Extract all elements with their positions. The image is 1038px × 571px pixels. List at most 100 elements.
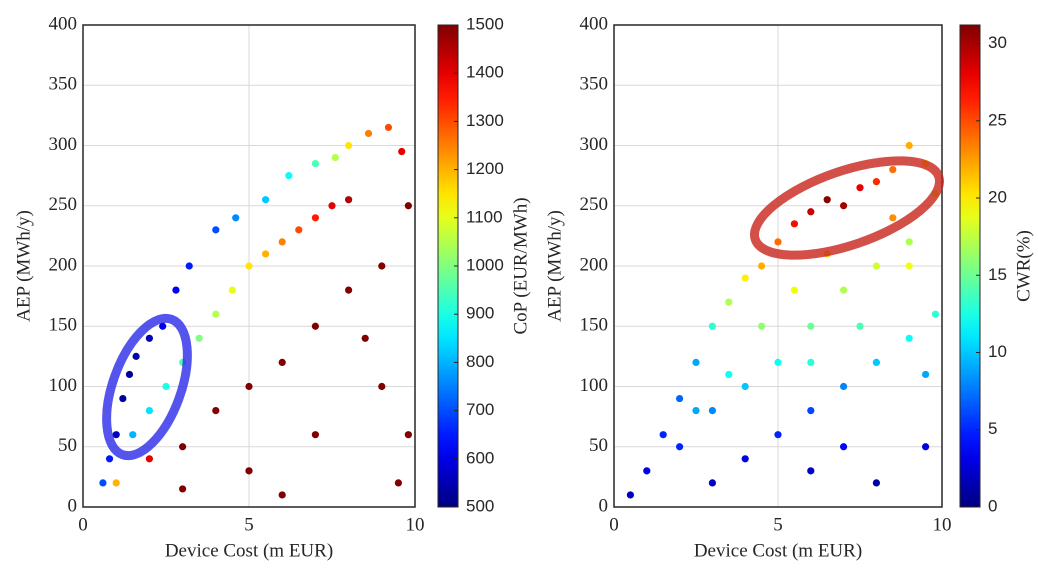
point xyxy=(145,407,153,415)
point xyxy=(228,286,236,294)
point xyxy=(931,310,940,318)
colorbar-tick-label: 600 xyxy=(466,448,494,467)
point xyxy=(331,153,339,162)
colorbar-tick-label: 5 xyxy=(988,419,997,438)
point xyxy=(840,382,848,391)
y-tick-label: 200 xyxy=(49,254,78,275)
point xyxy=(262,196,270,204)
axes-frame xyxy=(613,24,943,508)
point xyxy=(398,147,406,156)
point xyxy=(692,358,700,366)
point xyxy=(626,491,635,499)
point xyxy=(172,286,180,294)
point xyxy=(643,467,651,475)
point xyxy=(232,214,240,222)
point xyxy=(807,208,815,216)
colorbar-tick-label: 1300 xyxy=(466,111,504,130)
point xyxy=(676,394,684,403)
axes-frame xyxy=(82,24,416,508)
x-tick-label: 10 xyxy=(933,514,952,535)
point xyxy=(790,286,799,294)
y-tick-label: 0 xyxy=(599,495,609,516)
point xyxy=(345,141,353,150)
point xyxy=(856,184,864,192)
point xyxy=(212,226,220,234)
point xyxy=(361,334,369,342)
colorbar-tick-label: 0 xyxy=(988,496,997,515)
y-tick-label: 150 xyxy=(580,315,609,336)
point xyxy=(840,286,848,294)
colorbar-tick-label: 900 xyxy=(466,304,494,323)
point xyxy=(378,382,386,391)
point xyxy=(295,226,303,234)
y-tick-label: 300 xyxy=(49,134,78,155)
point xyxy=(125,370,134,379)
point xyxy=(179,443,187,451)
colorbar-tick-label: 20 xyxy=(988,188,1007,207)
point xyxy=(129,431,137,439)
point xyxy=(872,178,881,186)
point xyxy=(145,334,153,342)
colorbar xyxy=(959,24,981,508)
point xyxy=(245,382,253,391)
point xyxy=(132,352,140,360)
point xyxy=(185,262,193,270)
point xyxy=(278,358,286,366)
colorbar-tick-label: 25 xyxy=(988,110,1007,129)
colorbar-tick-label: 1200 xyxy=(466,159,504,178)
point xyxy=(285,172,293,180)
point xyxy=(807,358,815,366)
x-axis-label: Device Cost (m EUR) xyxy=(694,540,862,561)
point xyxy=(212,407,220,415)
point xyxy=(384,123,393,132)
y-tick-label: 200 xyxy=(580,254,609,275)
point xyxy=(99,479,107,487)
y-tick-label: 250 xyxy=(49,194,78,215)
point xyxy=(364,129,373,138)
point xyxy=(872,479,881,487)
x-tick-label: 5 xyxy=(773,514,783,535)
point xyxy=(840,443,848,451)
y-tick-label: 350 xyxy=(580,74,609,95)
point xyxy=(905,334,913,342)
point xyxy=(725,298,733,306)
point xyxy=(245,262,253,270)
point xyxy=(708,407,717,415)
point xyxy=(741,274,749,282)
point xyxy=(758,262,766,270)
point xyxy=(404,431,412,439)
point xyxy=(807,407,815,415)
point xyxy=(278,238,286,246)
point xyxy=(112,431,120,439)
y-tick-label: 50 xyxy=(58,435,77,456)
point xyxy=(159,322,167,330)
point xyxy=(823,196,831,204)
point xyxy=(394,479,402,487)
y-tick-label: 150 xyxy=(49,315,78,336)
y-tick-label: 0 xyxy=(68,495,78,516)
colorbar-tick-label: 1500 xyxy=(466,14,504,33)
y-tick-label: 250 xyxy=(580,194,609,215)
y-tick-label: 400 xyxy=(580,13,609,34)
point xyxy=(195,334,203,342)
point xyxy=(856,322,864,330)
point xyxy=(345,286,353,294)
x-axis-label: Device Cost (m EUR) xyxy=(165,540,333,561)
x-tick-label: 0 xyxy=(78,514,88,535)
point xyxy=(774,238,782,246)
point xyxy=(676,443,684,451)
point xyxy=(328,202,336,210)
point xyxy=(378,262,386,270)
point xyxy=(659,431,667,439)
point xyxy=(889,214,897,222)
point xyxy=(145,455,153,463)
y-axis-label: AEP (MWh/y) xyxy=(544,210,565,322)
colorbar-label: CoP (EUR/MWh) xyxy=(510,197,531,334)
highlight-ellipse xyxy=(102,313,192,461)
point xyxy=(922,443,930,451)
colorbar-label: CWR(%) xyxy=(1013,230,1034,302)
point xyxy=(905,238,913,246)
point xyxy=(741,455,749,463)
point xyxy=(872,358,881,366)
